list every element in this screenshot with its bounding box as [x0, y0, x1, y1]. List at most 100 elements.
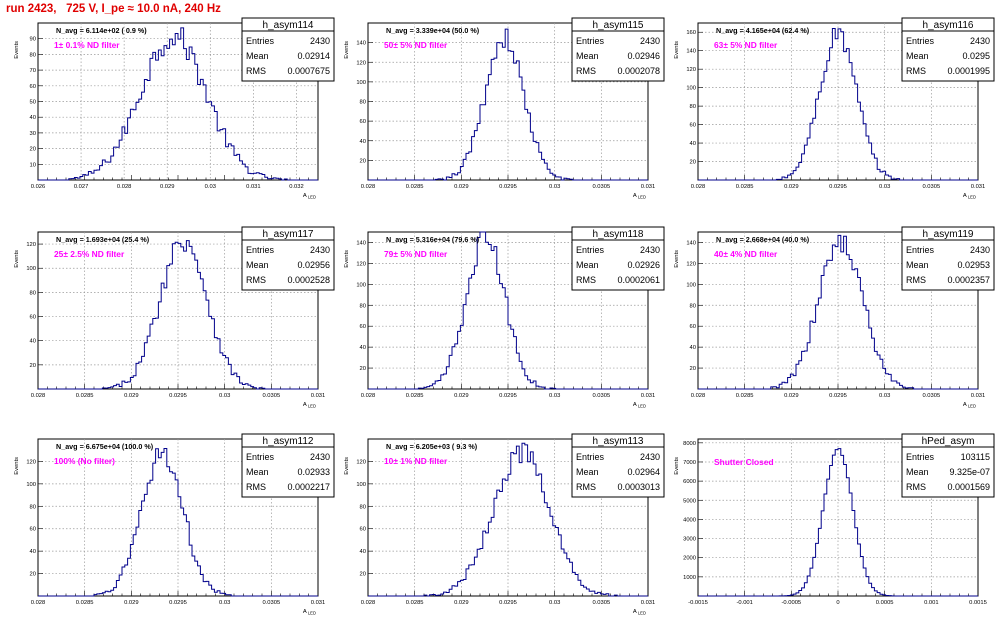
stats-mean-label: Mean [246, 260, 269, 270]
x-tick-label: 0.0305 [262, 600, 280, 606]
x-tick-label: 0.0295 [499, 184, 517, 190]
y-tick-label: 120 [26, 242, 36, 248]
x-tick-label: -0.0005 [781, 600, 801, 606]
y-tick-label: 20 [360, 572, 366, 578]
x-tick-label: 0.029 [124, 393, 139, 399]
x-tick-label: 0.029 [160, 184, 175, 190]
histogram-panel-h_asym114: 0.026 0.027 0.028 0.029 0.03 0.031 0.032 10 20 30… [14, 17, 335, 200]
y-tick-label: 40 [30, 339, 36, 345]
x-tick-label: 0.032 [289, 184, 304, 190]
y-tick-label: 60 [360, 119, 366, 125]
y-tick-label: 140 [686, 49, 696, 55]
stats-mean-value: 0.02964 [627, 467, 660, 477]
navg-annotation: N_avg = 6.114e+02 ( 0.9 %) [56, 26, 147, 35]
histogram-panel-h_asym113: 0.028 0.0285 0.029 0.0295 0.03 0.0305 0.031 20 4… [344, 433, 665, 616]
stats-entries-value: 2430 [310, 36, 330, 46]
y-tick-label: 120 [686, 261, 696, 267]
y-tick-label: 140 [686, 240, 696, 246]
x-tick-label: 0.028 [31, 600, 46, 606]
filter-label: 25± 2.5% ND filter [54, 249, 125, 259]
x-tick-label: 0.028 [361, 184, 376, 190]
y-axis-title: Events [674, 41, 680, 59]
stats-box-title: h_asym119 [923, 229, 974, 240]
stats-box-title: h_asym116 [923, 20, 974, 31]
stats-entries-label: Entries [576, 452, 605, 462]
x-tick-label: 0.0285 [406, 184, 424, 190]
x-tick-label: 0.028 [31, 393, 46, 399]
x-axis-title: A LED [303, 609, 316, 616]
x-tick-label: -0.001 [736, 600, 752, 606]
stats-rms-label: RMS [246, 66, 266, 76]
navg-annotation: N_avg = 1.693e+04 (25.4 %) [56, 235, 150, 244]
y-tick-label: 80 [360, 100, 366, 106]
filter-label: 79± 5% ND filter [384, 249, 448, 259]
stats-entries-value: 2430 [970, 36, 990, 46]
y-tick-label: 40 [690, 141, 696, 147]
x-tick-label: 0.0295 [499, 393, 517, 399]
stats-box: h_asym116 Entries 2430 Mean 0.0295 RMS 0.00019… [901, 17, 995, 82]
y-tick-label: 4000 [683, 517, 696, 523]
histogram-panel-h_asym117: 0.028 0.0285 0.029 0.0295 0.03 0.0305 0.031 20 4… [14, 226, 335, 409]
stats-entries-label: Entries [576, 245, 605, 255]
y-tick-label: 20 [30, 147, 36, 153]
stats-rms-label: RMS [576, 66, 596, 76]
stats-box-title: h_asym114 [263, 20, 314, 31]
x-tick-label: 0.03 [879, 184, 890, 190]
histogram-panel-h_asym116: 0.028 0.0285 0.029 0.0295 0.03 0.0305 0.031 20 4… [674, 17, 995, 200]
x-tick-label: 0.0015 [969, 600, 987, 606]
navg-annotation: N_avg = 5.316e+04 (79.6 %) [386, 235, 480, 244]
x-tick-label: 0.0295 [499, 600, 517, 606]
stats-entries-label: Entries [906, 452, 935, 462]
stats-box-title: h_asym117 [263, 229, 314, 240]
x-tick-label: 0.03 [879, 393, 890, 399]
y-tick-label: 120 [356, 459, 366, 465]
y-tick-label: 7000 [683, 460, 696, 466]
x-tick-label: 0.028 [361, 393, 376, 399]
y-tick-label: 8000 [683, 441, 696, 447]
stats-mean-value: 0.02933 [297, 467, 330, 477]
stats-rms-label: RMS [906, 482, 926, 492]
x-tick-label: 0.0295 [169, 393, 187, 399]
filter-label: 100% (No filter) [54, 456, 115, 466]
x-tick-label: 0.0305 [262, 393, 280, 399]
stats-box-frame [571, 226, 665, 291]
stats-entries-label: Entries [246, 452, 275, 462]
x-axis-title: A LED [633, 402, 646, 409]
x-tick-label: 0.03 [205, 184, 216, 190]
y-tick-label: 40 [360, 345, 366, 351]
x-tick-label: 0.0285 [406, 393, 424, 399]
stats-entries-label: Entries [906, 245, 935, 255]
x-tick-label: 0.031 [641, 600, 656, 606]
y-tick-label: 140 [356, 240, 366, 246]
stats-box-frame [901, 433, 995, 498]
filter-label: 10± 1% ND filter [384, 456, 448, 466]
navg-annotation: N_avg = 4.165e+04 (62.4 %) [716, 26, 810, 35]
y-tick-label: 2000 [683, 556, 696, 562]
y-tick-label: 60 [360, 527, 366, 533]
y-tick-label: 40 [30, 115, 36, 121]
histogram-series [698, 448, 978, 597]
stats-box-title: h_asym115 [593, 20, 644, 31]
y-axis-title: Events [674, 250, 680, 268]
x-tick-label: 0.0295 [829, 184, 847, 190]
x-tick-label: 0.0285 [76, 600, 94, 606]
y-tick-label: 100 [356, 80, 366, 86]
y-tick-label: 120 [356, 261, 366, 267]
x-tick-label: 0.031 [641, 184, 656, 190]
y-tick-label: 90 [30, 37, 36, 43]
filter-label: 1± 0.1% ND filter [54, 40, 120, 50]
run-title: run 2423, 725 V, I_pe ≈ 10.0 nA, 240 Hz [6, 3, 221, 15]
x-tick-label: 0.0305 [922, 184, 940, 190]
histogram-series [38, 240, 318, 390]
stats-entries-value: 2430 [640, 245, 660, 255]
x-tick-label: 0.0285 [406, 600, 424, 606]
stats-rms-value: 0.0002061 [617, 275, 660, 285]
histogram-series [698, 28, 978, 181]
stats-box-title: h_asym118 [593, 229, 644, 240]
y-tick-label: 20 [690, 366, 696, 372]
y-tick-label: 100 [686, 86, 696, 92]
y-tick-label: 80 [690, 303, 696, 309]
y-tick-label: 6000 [683, 479, 696, 485]
y-axis-title: Events [14, 457, 20, 475]
